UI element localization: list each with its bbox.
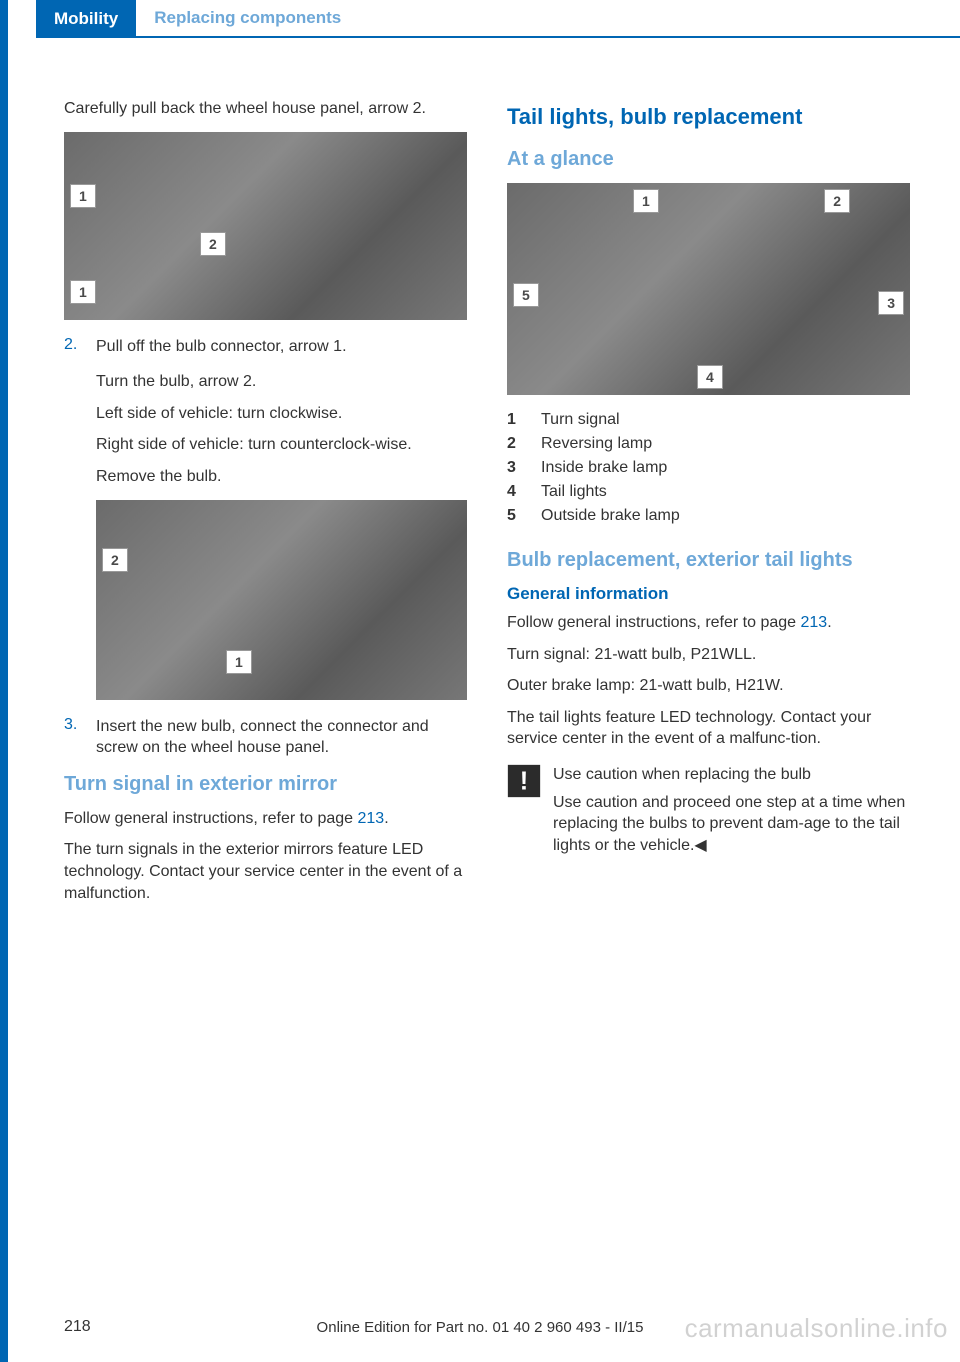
header-tab-mobility: Mobility [36, 0, 136, 38]
mirror-p1-b: . [384, 810, 388, 827]
header-underline [359, 0, 960, 38]
step-2-line3: Left side of vehicle: turn clockwise. [96, 403, 467, 425]
step-2-line4: Right side of vehicle: turn counterclock… [96, 434, 467, 456]
figure-tail-light-overview: 1 2 3 4 5 [507, 183, 910, 395]
heading-general-information: General information [507, 584, 910, 604]
callout-1a: 1 [70, 184, 96, 208]
left-blue-edge [0, 0, 8, 1362]
step-2-block: 2. Pull off the bulb connector, arrow 1. [64, 336, 467, 358]
legend-num-4: 4 [507, 483, 523, 501]
page-number: 218 [64, 1318, 91, 1336]
mirror-p1-a: Follow general instructions, refer to pa… [64, 810, 357, 827]
legend-num-2: 2 [507, 435, 523, 453]
step-2-line5: Remove the bulb. [96, 466, 467, 488]
tail-light-legend: 1 Turn signal 2 Reversing lamp 3 Inside … [507, 411, 910, 525]
caution-title: Use caution when replacing the bulb [553, 764, 910, 786]
legend-text-1: Turn signal [541, 411, 620, 429]
heading-tail-lights: Tail lights, bulb replacement [507, 104, 910, 130]
header-spacer [8, 0, 36, 38]
general-p3: Outer brake lamp: 21-watt bulb, H21W. [507, 675, 910, 697]
header-bar: Mobility Replacing components [8, 0, 960, 38]
legend-row-2: 2 Reversing lamp [507, 435, 910, 453]
caution-box: ! Use caution when replacing the bulb Us… [507, 764, 910, 856]
legend-text-3: Inside brake lamp [541, 459, 667, 477]
legend-num-3: 3 [507, 459, 523, 477]
intro-text: Carefully pull back the wheel house pane… [64, 98, 467, 120]
page-link-213b[interactable]: 213 [800, 614, 827, 631]
callout-tl-2: 2 [824, 189, 850, 213]
page-link-213a[interactable]: 213 [357, 810, 384, 827]
left-column: Carefully pull back the wheel house pane… [64, 98, 467, 914]
general-p4: The tail lights feature LED technology. … [507, 707, 910, 750]
step-3-number: 3. [64, 716, 82, 759]
legend-row-1: 1 Turn signal [507, 411, 910, 429]
general-p1: Follow general instructions, refer to pa… [507, 612, 910, 634]
step-2-continued: Turn the bulb, arrow 2. Left side of veh… [64, 371, 467, 487]
callout-img2-1: 1 [226, 650, 252, 674]
heading-bulb-replacement-exterior: Bulb replacement, exterior tail lights [507, 549, 910, 572]
heading-at-a-glance: At a glance [507, 148, 910, 171]
legend-num-1: 1 [507, 411, 523, 429]
mirror-p1: Follow general instructions, refer to pa… [64, 808, 467, 830]
content-area: Carefully pull back the wheel house pane… [0, 38, 960, 914]
figure-bulb-removal: 2 1 [96, 500, 467, 700]
right-column: Tail lights, bulb replacement At a glanc… [507, 98, 910, 914]
legend-num-5: 5 [507, 507, 523, 525]
general-p1-b: . [827, 614, 831, 631]
step-2-line1: Pull off the bulb connector, arrow 1. [96, 336, 347, 358]
header-tab-section: Replacing components [136, 0, 359, 38]
callout-img2-2: 2 [102, 548, 128, 572]
legend-text-4: Tail lights [541, 483, 607, 501]
caution-icon: ! [507, 764, 541, 798]
watermark: carmanualsonline.info [685, 1313, 948, 1344]
legend-row-3: 3 Inside brake lamp [507, 459, 910, 477]
legend-text-5: Outside brake lamp [541, 507, 680, 525]
callout-tl-1: 1 [633, 189, 659, 213]
figure-wheel-house-panel: 1 2 1 [64, 132, 467, 320]
legend-row-4: 4 Tail lights [507, 483, 910, 501]
svg-text:!: ! [520, 767, 529, 795]
callout-1b: 1 [70, 280, 96, 304]
legend-row-5: 5 Outside brake lamp [507, 507, 910, 525]
callout-tl-5: 5 [513, 283, 539, 307]
heading-turn-signal-mirror: Turn signal in exterior mirror [64, 773, 467, 796]
step-2-number: 2. [64, 336, 82, 358]
footer-edition-text: Online Edition for Part no. 01 40 2 960 … [317, 1319, 644, 1336]
caution-body: Use caution and proceed one step at a ti… [553, 792, 910, 857]
step-3-text: Insert the new bulb, connect the connect… [96, 716, 467, 759]
callout-2: 2 [200, 232, 226, 256]
legend-text-2: Reversing lamp [541, 435, 652, 453]
callout-tl-4: 4 [697, 365, 723, 389]
mirror-p2: The turn signals in the exterior mirrors… [64, 839, 467, 904]
step-2-line2: Turn the bulb, arrow 2. [96, 371, 467, 393]
general-p1-a: Follow general instructions, refer to pa… [507, 614, 800, 631]
callout-tl-3: 3 [878, 291, 904, 315]
step-3-block: 3. Insert the new bulb, connect the conn… [64, 716, 467, 759]
general-p2: Turn signal: 21-watt bulb, P21WLL. [507, 644, 910, 666]
